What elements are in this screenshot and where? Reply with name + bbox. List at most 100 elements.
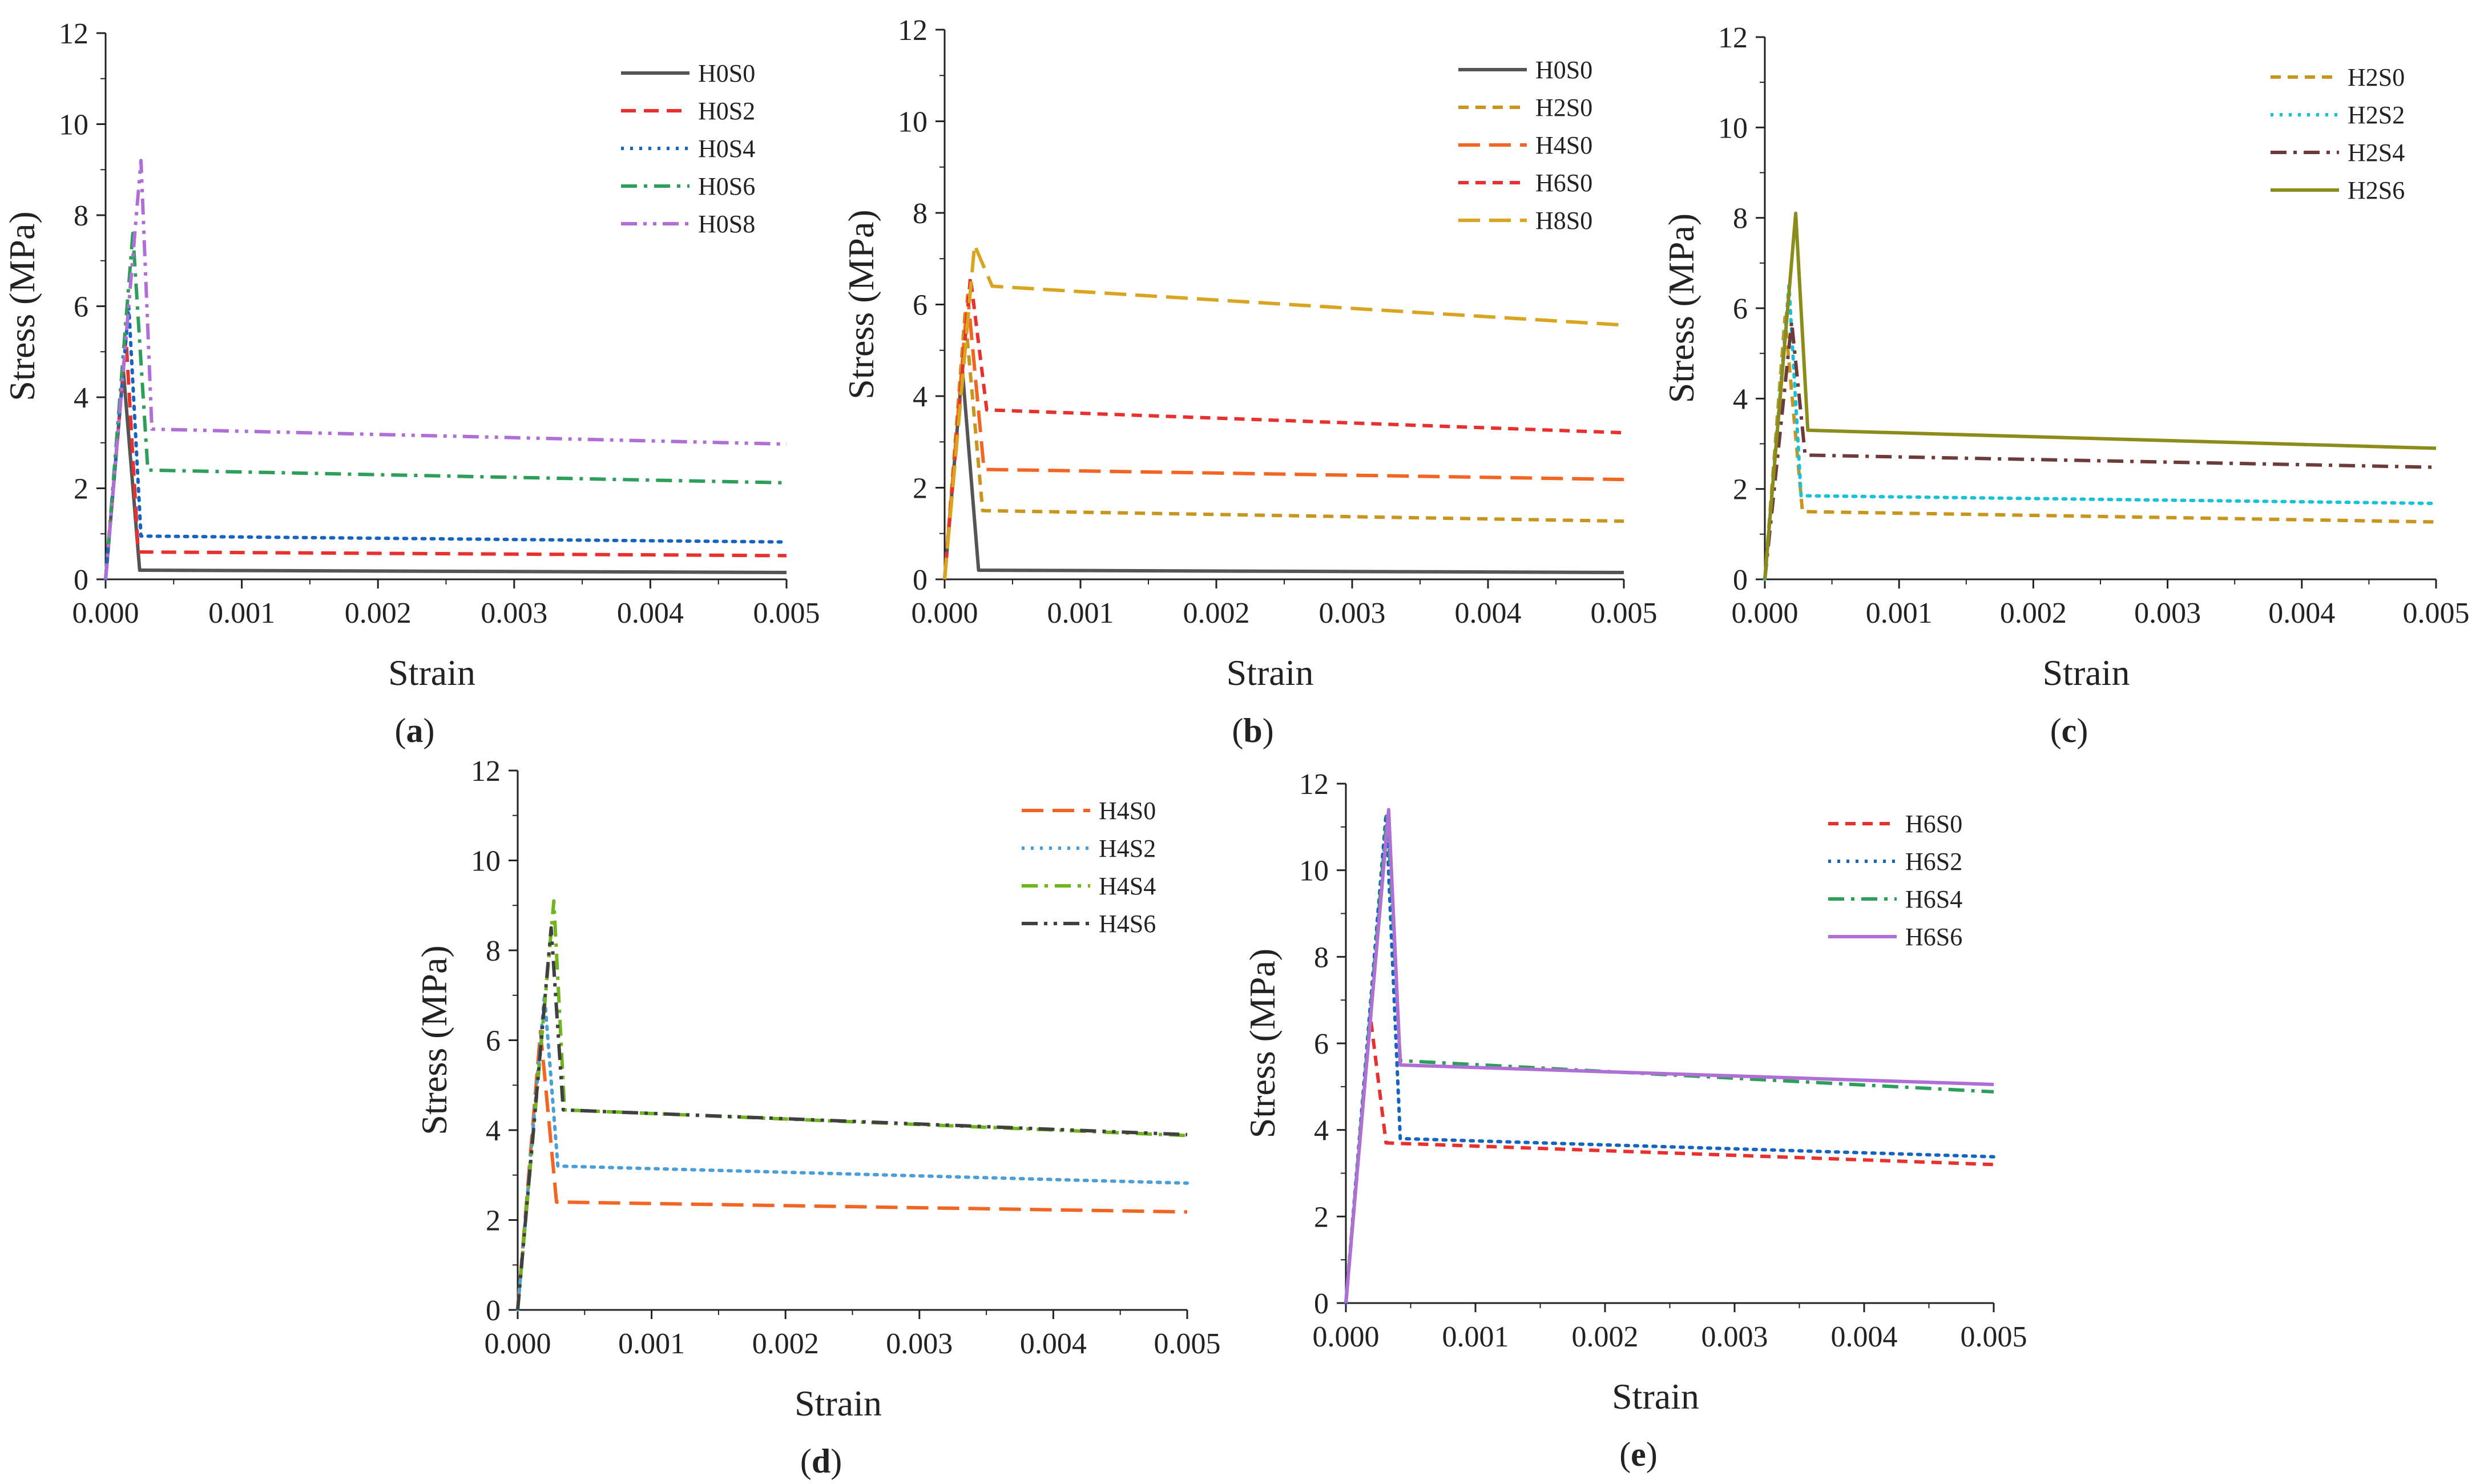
panel-caption: (a) xyxy=(395,712,435,749)
series-line-h6s2 xyxy=(1344,812,1995,1305)
x-tick-label: 0.004 xyxy=(2268,597,2335,630)
caption-letter: e xyxy=(1631,1435,1646,1473)
y-tick-label: 10 xyxy=(471,845,501,878)
x-axis-title: Strain xyxy=(1227,652,1314,693)
legend-label-h0s0: H0S0 xyxy=(1535,56,1592,84)
x-axis-title: Strain xyxy=(795,1383,882,1423)
y-tick-label: 10 xyxy=(1299,855,1329,888)
caption-letter: d xyxy=(812,1442,830,1480)
y-axis-title: Stress (MPa) xyxy=(1661,213,1701,403)
series-line-h2s4 xyxy=(1763,320,2437,580)
caption-close-paren: ) xyxy=(1263,712,1274,749)
caption-close-paren: ) xyxy=(2076,712,2088,749)
x-tick-label: 0.004 xyxy=(1831,1321,1898,1353)
x-tick-label: 0.004 xyxy=(1020,1328,1087,1360)
series-line-h2s0 xyxy=(943,312,1624,580)
y-axis-title: Stress (MPa) xyxy=(1242,949,1283,1138)
y-tick-label: 2 xyxy=(486,1205,501,1237)
x-tick-label: 0.001 xyxy=(1442,1321,1509,1353)
x-tick-label: 0.003 xyxy=(2134,597,2201,630)
y-tick-label: 8 xyxy=(74,200,88,232)
legend-label-h4s4: H4S4 xyxy=(1099,872,1156,900)
y-tick-label: 6 xyxy=(913,289,928,322)
y-tick-label: 12 xyxy=(898,14,928,47)
y-tick-label: 4 xyxy=(913,381,928,413)
series-line-h0s2 xyxy=(104,336,787,580)
y-tick-label: 12 xyxy=(471,755,501,788)
series-line-h6s0 xyxy=(943,275,1624,580)
x-tick-label: 0.004 xyxy=(1455,597,1522,630)
x-axis-title: Strain xyxy=(388,652,475,693)
y-tick-label: 6 xyxy=(74,291,88,324)
y-tick-label: 6 xyxy=(1733,293,1748,325)
legend-label-h4s2: H4S2 xyxy=(1099,834,1156,862)
legend-label-h0s4: H0S4 xyxy=(698,135,755,163)
x-tick-label: 0.000 xyxy=(72,597,139,630)
x-tick-label: 0.003 xyxy=(1319,597,1386,630)
y-tick-label: 4 xyxy=(74,382,88,414)
caption-open-paren: ( xyxy=(395,712,406,749)
legend: H0S0 H2S0 H4S0 H6S0 H8S0 xyxy=(1458,56,1592,235)
panel-b: 0.000 0.001 0.002 0.003 0.004 0.005 0 2 4 6 8 10 12 S… xyxy=(841,14,1658,749)
y-axis-title: Stress (MPa) xyxy=(414,945,454,1135)
y-axis-title: Stress (MPa) xyxy=(2,211,42,401)
legend-label-h0s0: H0S0 xyxy=(698,59,755,87)
legend: H4S0 H4S2 H4S4 H4S6 xyxy=(1022,797,1156,938)
y-tick-label: 0 xyxy=(74,564,88,596)
series-line-h4s2 xyxy=(516,993,1189,1312)
x-tick-label: 0.003 xyxy=(886,1328,953,1360)
series-line-h4s4 xyxy=(516,899,1188,1310)
series-line-h4s6 xyxy=(516,926,1188,1310)
y-tick-label: 10 xyxy=(59,109,88,142)
x-tick-label: 0.000 xyxy=(1313,1321,1380,1353)
legend-label-h2s0: H2S0 xyxy=(1535,94,1592,122)
y-tick-label: 4 xyxy=(1733,383,1748,416)
series-line-h0s6 xyxy=(104,231,787,580)
caption-letter: c xyxy=(2062,712,2077,749)
y-tick-label: 10 xyxy=(898,106,928,139)
caption-close-paren: ) xyxy=(1646,1435,1658,1473)
y-tick-label: 2 xyxy=(74,473,88,506)
legend-label-h2s0: H2S0 xyxy=(2348,63,2405,91)
legend-label-h4s6: H4S6 xyxy=(1099,910,1156,938)
series-line-h6s6 xyxy=(1344,808,1994,1304)
legend-label-h2s4: H2S4 xyxy=(2348,139,2405,167)
y-tick-label: 0 xyxy=(1314,1288,1329,1320)
caption-letter: b xyxy=(1243,712,1262,749)
x-tick-label: 0.001 xyxy=(618,1328,685,1360)
x-tick-label: 0.000 xyxy=(485,1328,551,1360)
x-tick-label: 0.002 xyxy=(1572,1321,1639,1353)
legend-label-h0s6: H0S6 xyxy=(698,172,755,200)
x-tick-label: 0.003 xyxy=(1701,1321,1768,1353)
series-line-h2s0 xyxy=(1763,315,2437,580)
legend: H6S0 H6S2 H6S4 H6S6 xyxy=(1828,810,1962,951)
y-tick-label: 12 xyxy=(59,18,88,50)
series-line-h4s0 xyxy=(516,1029,1188,1310)
panel-caption: (c) xyxy=(2050,712,2088,749)
panel-c: 0.000 0.001 0.002 0.003 0.004 0.005 0 2 4 6 8 10 12 S… xyxy=(1661,22,2470,749)
legend: H2S0 H2S2 H2S4 H2S6 xyxy=(2271,63,2405,204)
legend-label-h2s2: H2S2 xyxy=(2348,101,2405,129)
panel-e: 0.000 0.001 0.002 0.003 0.004 0.005 0 2 4 6 8 10 12 S… xyxy=(1242,768,2027,1473)
x-tick-label: 0.004 xyxy=(617,597,684,630)
y-tick-label: 2 xyxy=(1314,1201,1329,1233)
legend-label-h6s0: H6S0 xyxy=(1535,169,1592,197)
panel-caption: (d) xyxy=(800,1442,842,1480)
x-tick-label: 0.000 xyxy=(1732,597,1799,630)
y-tick-label: 8 xyxy=(486,935,501,967)
caption-close-paren: ) xyxy=(424,712,435,749)
panel-caption: (e) xyxy=(1619,1435,1658,1473)
y-tick-label: 4 xyxy=(1314,1115,1329,1147)
x-tick-label: 0.003 xyxy=(481,597,547,630)
panel-a: 0.000 0.001 0.002 0.003 0.004 0.005 0 2 4 6 8 10 12 S… xyxy=(2,18,820,749)
x-tick-label: 0.005 xyxy=(1591,597,1658,630)
legend-label-h6s4: H6S4 xyxy=(1905,885,1962,913)
y-tick-label: 0 xyxy=(1733,564,1748,596)
y-axis-title: Stress (MPa) xyxy=(841,209,881,399)
series-line-h4s0 xyxy=(943,293,1624,580)
legend: H0S0 H0S2 H0S4 H0S6 H0S8 xyxy=(621,59,755,238)
y-tick-label: 10 xyxy=(1718,112,1748,144)
caption-letter: a xyxy=(406,712,424,749)
x-tick-label: 0.002 xyxy=(2000,597,2067,630)
